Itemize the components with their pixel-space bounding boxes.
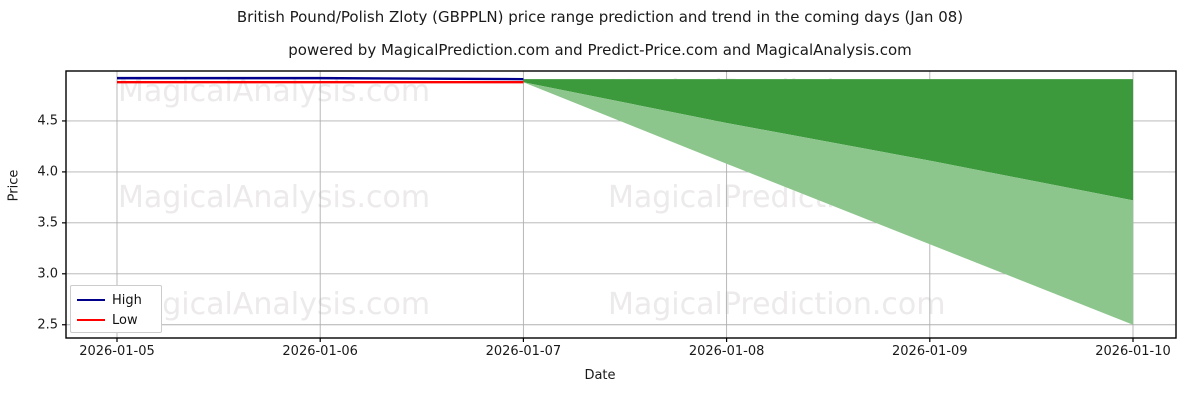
x-tick-label: 2026-01-06	[282, 344, 358, 359]
x-tick-label: 2026-01-05	[79, 344, 155, 359]
chart-title: British Pound/Polish Zloty (GBPPLN) pric…	[236, 8, 964, 26]
range-band-area	[523, 79, 1133, 201]
range-bands	[523, 79, 1133, 325]
range-band-area	[523, 82, 1133, 325]
legend-item-high: High	[71, 290, 163, 310]
y-tick-label: 3.5	[37, 215, 58, 231]
x-tick-label: 2026-01-07	[485, 344, 562, 359]
x-tick-label: 2026-01-10	[1095, 344, 1171, 359]
legend-label-high: High	[112, 292, 142, 308]
y-tick-label: 4.5	[37, 113, 58, 129]
y-tick-label: 2.5	[37, 317, 58, 333]
legend-swatch-low	[77, 319, 105, 321]
chart-legend: High Low	[70, 285, 162, 333]
x-tick-label: 2026-01-09	[892, 344, 968, 359]
series-line-high	[117, 76, 524, 81]
chart-subtitle: powered by MagicalPrediction.com and Pre…	[288, 41, 912, 59]
series-lines	[117, 76, 524, 84]
legend-item-low: Low	[71, 310, 163, 330]
plot-frame	[65, 70, 1177, 339]
x-axis-label: Date	[584, 368, 616, 383]
legend-swatch-high	[77, 299, 105, 301]
y-tick-label: 4.0	[37, 164, 58, 180]
y-tick-label: 3.0	[37, 266, 58, 282]
legend-label-low: Low	[112, 312, 138, 328]
x-tick-label: 2026-01-08	[688, 344, 765, 359]
